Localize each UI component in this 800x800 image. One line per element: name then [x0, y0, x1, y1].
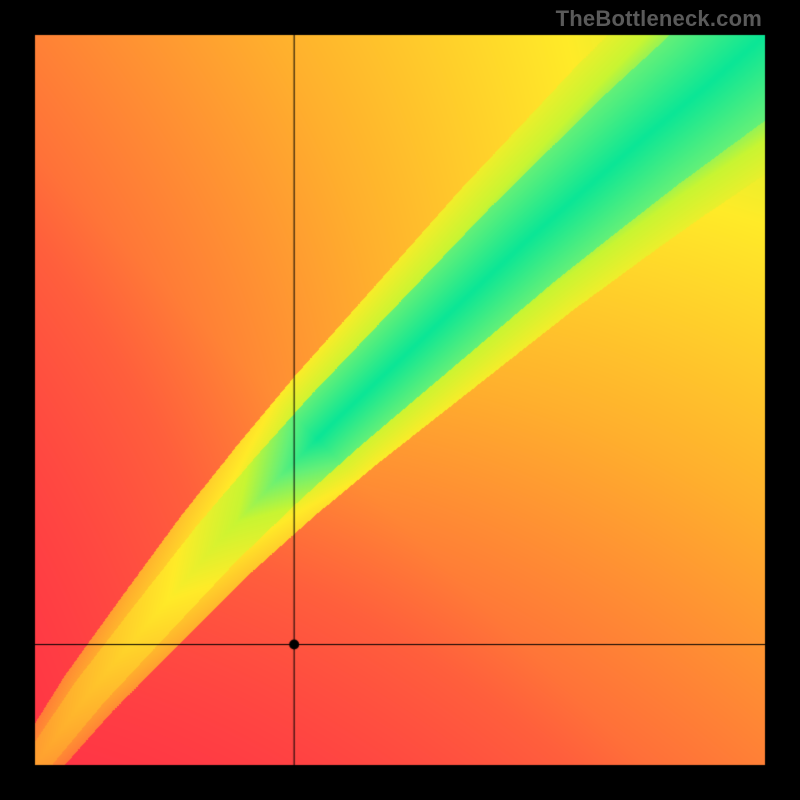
chart-container: TheBottleneck.com: [0, 0, 800, 800]
heatmap-canvas: [0, 0, 800, 800]
watermark-text: TheBottleneck.com: [556, 6, 762, 32]
